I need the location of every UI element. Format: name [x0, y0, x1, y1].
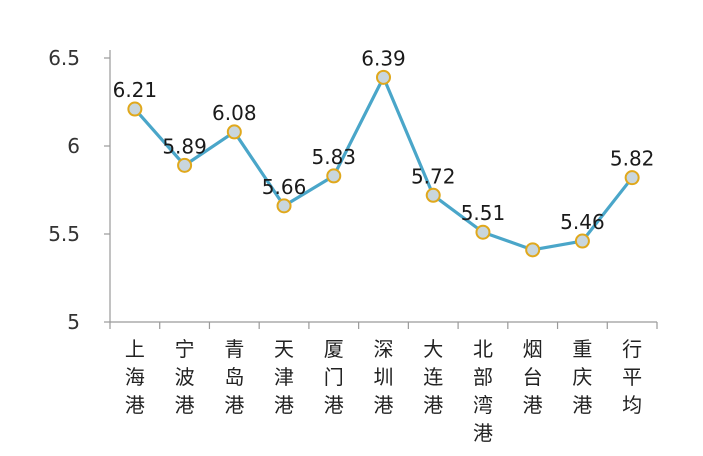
x-category-char: 港 — [423, 393, 443, 417]
x-category-char: 岛 — [224, 365, 244, 389]
x-category-char: 港 — [125, 393, 145, 417]
data-label: 5.83 — [312, 145, 357, 169]
x-category-char: 港 — [175, 393, 195, 417]
data-label: 5.82 — [610, 147, 655, 171]
data-label: 5.66 — [262, 175, 307, 199]
x-category-char: 港 — [324, 393, 344, 417]
x-category-char: 庆 — [572, 365, 592, 389]
data-point — [624, 170, 640, 186]
data-point — [525, 242, 541, 258]
x-category-label: 大连港 — [423, 337, 443, 417]
x-category-char: 天 — [274, 337, 294, 361]
y-tick-labels: 5 5.5 6 6.5 — [48, 46, 80, 334]
x-category-label: 青岛港 — [224, 337, 244, 417]
x-category-label: 重庆港 — [572, 337, 592, 417]
x-category-char: 台 — [523, 365, 543, 389]
data-label: 6.08 — [212, 101, 257, 125]
x-category-char: 厦 — [324, 337, 344, 361]
x-category-char: 行 — [622, 337, 642, 361]
data-label: 6.39 — [361, 46, 406, 70]
data-label: 5.89 — [162, 134, 207, 158]
series-line — [133, 75, 634, 252]
x-category-char: 港 — [224, 393, 244, 417]
x-category-char: 港 — [473, 421, 493, 445]
x-category-char: 港 — [572, 393, 592, 417]
x-category-char: 重 — [572, 337, 592, 361]
x-category-label: 天津港 — [274, 337, 294, 417]
data-point — [226, 124, 242, 140]
data-point — [326, 168, 342, 184]
x-category-char: 港 — [523, 393, 543, 417]
data-point — [376, 69, 391, 85]
x-category-char: 均 — [622, 393, 642, 417]
x-category-char: 港 — [374, 393, 394, 417]
x-category-char: 津 — [274, 365, 294, 389]
x-category-label: 上海港 — [125, 337, 145, 417]
x-category-label: 行平均 — [622, 337, 642, 417]
x-category-label: 宁波港 — [175, 337, 195, 417]
x-category-char: 圳 — [374, 365, 394, 389]
data-point — [276, 198, 292, 214]
data-label: 6.21 — [113, 78, 158, 102]
x-category-char: 青 — [224, 337, 244, 361]
data-label: 5.51 — [461, 201, 506, 225]
series-line-group — [133, 75, 634, 252]
data-label: 5.46 — [560, 210, 605, 234]
x-category-char: 深 — [374, 337, 394, 361]
x-category-char: 港 — [274, 393, 294, 417]
data-point — [475, 224, 491, 240]
data-point — [177, 157, 193, 173]
x-category-char: 波 — [175, 365, 195, 389]
x-category-char: 连 — [423, 365, 443, 389]
y-tick-label: 6.5 — [48, 46, 80, 70]
x-category-char: 北 — [473, 337, 493, 361]
y-tick-label: 5.5 — [48, 222, 80, 246]
x-category-char: 部 — [473, 365, 493, 389]
x-category-char: 门 — [324, 365, 344, 389]
data-point — [127, 101, 143, 117]
data-point — [425, 187, 441, 203]
chart-axes — [104, 50, 658, 329]
data-points — [127, 69, 640, 258]
data-labels: 6.21 5.896.08 5.665.83 6.39 5.725.51 5.46 5.82 — [113, 46, 655, 234]
x-category-char: 宁 — [175, 337, 195, 361]
data-point — [574, 233, 590, 249]
x-category-char: 烟 — [523, 337, 543, 361]
data-label: 5.72 — [411, 164, 456, 188]
x-category-char: 湾 — [473, 393, 493, 417]
x-category-char: 上 — [125, 337, 145, 361]
x-category-char: 平 — [622, 365, 642, 389]
x-category-label: 厦门港 — [324, 337, 344, 417]
x-category-char: 海 — [125, 365, 145, 389]
x-category-label: 深圳港 — [374, 337, 394, 417]
x-category-char: 大 — [423, 337, 443, 361]
x-category-label: 烟台港 — [523, 337, 543, 417]
y-tick-label: 6 — [67, 134, 80, 158]
y-tick-label: 5 — [67, 310, 80, 334]
